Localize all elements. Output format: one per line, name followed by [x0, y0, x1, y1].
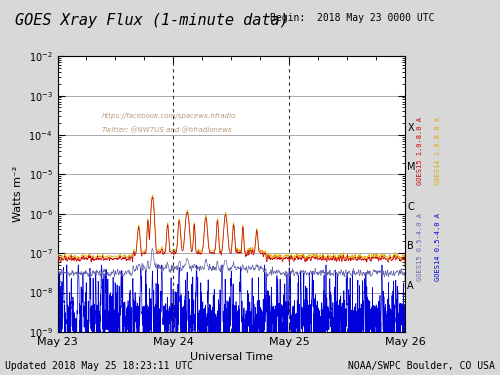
Text: X: X	[408, 123, 414, 133]
X-axis label: Universal Time: Universal Time	[190, 352, 273, 362]
Text: Begin:  2018 May 23 0000 UTC: Begin: 2018 May 23 0000 UTC	[270, 13, 434, 23]
Text: C: C	[408, 202, 414, 212]
Text: https://facebook.com/spacewx.hfradio: https://facebook.com/spacewx.hfradio	[102, 113, 236, 119]
Text: GOES Xray Flux (1-minute data): GOES Xray Flux (1-minute data)	[15, 13, 289, 28]
Text: M: M	[408, 162, 416, 172]
Text: B: B	[408, 241, 414, 251]
Text: GOES14 1.0-8.0 A: GOES14 1.0-8.0 A	[434, 117, 440, 185]
Text: GOES15 0.5-4.0 A: GOES15 0.5-4.0 A	[417, 213, 423, 281]
Text: Twitter: @NW7US and @hfradionews: Twitter: @NW7US and @hfradionews	[102, 127, 231, 134]
Y-axis label: Watts m⁻²: Watts m⁻²	[13, 166, 23, 222]
Text: GOES15 1.0-8.0 A: GOES15 1.0-8.0 A	[417, 117, 423, 185]
Text: GOES14 0.5-4.0 A: GOES14 0.5-4.0 A	[434, 213, 440, 281]
Text: A: A	[408, 280, 414, 291]
Text: NOAA/SWPC Boulder, CO USA: NOAA/SWPC Boulder, CO USA	[348, 361, 495, 371]
Text: Updated 2018 May 25 18:23:11 UTC: Updated 2018 May 25 18:23:11 UTC	[5, 361, 193, 371]
